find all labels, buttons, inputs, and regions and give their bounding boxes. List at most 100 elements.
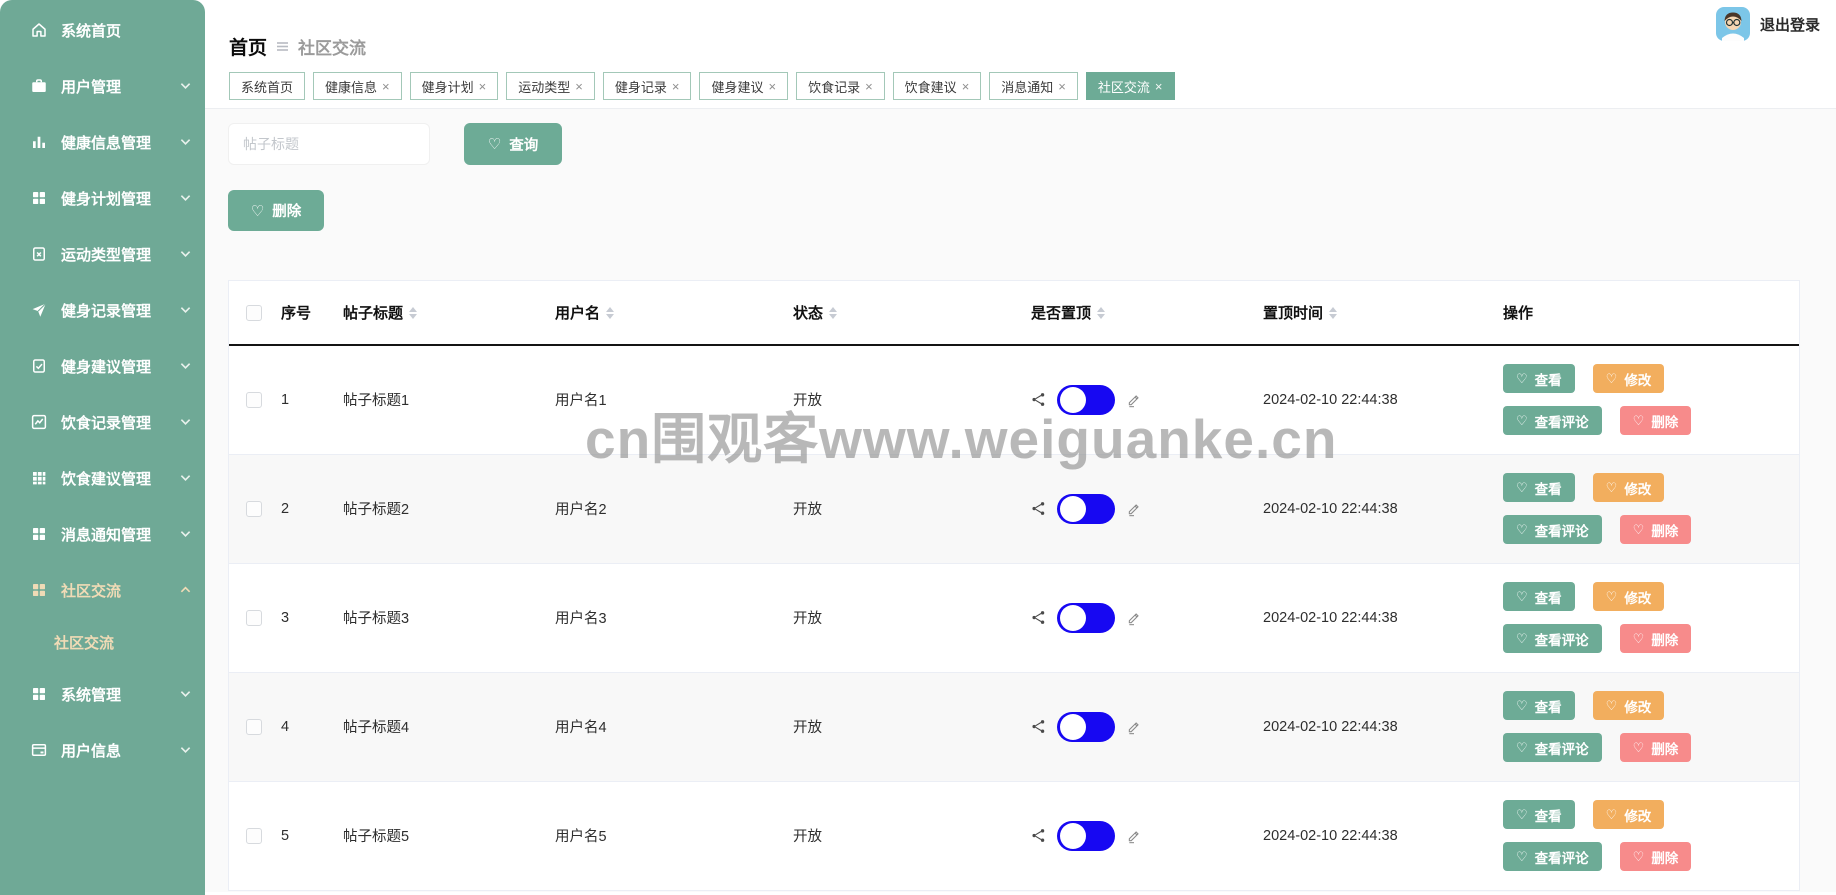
edit-pencil-icon[interactable] [1126,392,1142,408]
sidebar-item-user-info[interactable]: 用户信息 [0,722,205,778]
sidebar-item-system-mgmt[interactable]: 系统管理 [0,666,205,722]
sidebar-item-message-notice[interactable]: 消息通知管理 [0,506,205,562]
pin-toggle[interactable] [1057,493,1115,524]
row-checkbox[interactable] [246,827,262,844]
logout-button[interactable]: 退出登录 [1759,16,1820,34]
share-icon[interactable] [1031,501,1046,516]
row-checkbox[interactable] [246,609,262,626]
tab-diet-advice[interactable]: 饮食建议 [892,72,982,100]
tab-community[interactable]: 社区交流 [1085,72,1175,100]
col-pin-time[interactable]: 置顶时间 [1263,281,1503,346]
pin-toggle[interactable] [1057,384,1115,415]
sort-icon[interactable] [606,306,615,319]
delete-row-button[interactable]: 删除 [1619,733,1692,762]
sidebar: 系统首页 用户管理 健康信息管理 健身计划管理 运动类型管理 健身记录管理 [0,0,205,895]
close-icon[interactable] [672,79,680,94]
pin-toggle[interactable] [1057,711,1115,742]
heart-icon [1633,413,1645,429]
sidebar-item-system-home[interactable]: 系统首页 [0,2,205,58]
delete-row-button[interactable]: 删除 [1619,842,1692,871]
delete-row-button[interactable]: 删除 [1619,515,1692,544]
sidebar-item-sport-type[interactable]: 运动类型管理 [0,226,205,282]
edit-button[interactable]: 修改 [1592,473,1665,502]
close-icon[interactable] [479,79,487,94]
row-checkbox[interactable] [246,500,262,517]
sidebar-subitem-community[interactable]: 社区交流 [0,618,205,666]
view-comments-button[interactable]: 查看评论 [1503,406,1602,436]
sidebar-item-label: 系统管理 [61,686,122,704]
table-row: 5 帖子标题5 用户名5 开放 2024-02-10 22:44:38 [229,781,1799,891]
sidebar-item-user-mgmt[interactable]: 用户管理 [0,58,205,114]
tab-health-info[interactable]: 健康信息 [313,72,402,100]
delete-row-button[interactable]: 删除 [1619,406,1692,436]
edit-pencil-icon[interactable] [1126,719,1142,735]
row-checkbox[interactable] [246,718,262,735]
col-user[interactable]: 用户名 [555,281,793,346]
tab-message-notice[interactable]: 消息通知 [989,72,1078,100]
edit-button[interactable]: 修改 [1592,582,1665,611]
heart-icon [1606,480,1618,496]
delete-button[interactable]: 删除 [228,190,324,231]
cell-title: 帖子标题3 [343,563,555,673]
heart-icon [1606,371,1618,387]
search-input[interactable] [228,123,430,165]
edit-button[interactable]: 修改 [1592,800,1665,829]
col-title[interactable]: 帖子标题 [343,281,555,346]
close-icon[interactable] [962,79,970,94]
view-comments-button[interactable]: 查看评论 [1503,515,1602,544]
tab-system-home[interactable]: 系统首页 [229,72,306,100]
sidebar-item-fitness-advice[interactable]: 健身建议管理 [0,338,205,394]
breadcrumb-home[interactable]: 首页 [229,38,268,59]
sidebar-item-fitness-record[interactable]: 健身记录管理 [0,282,205,338]
tab-label: 系统首页 [241,79,294,95]
edit-pencil-icon[interactable] [1126,501,1142,517]
select-all-checkbox[interactable] [246,305,262,322]
share-icon[interactable] [1031,719,1046,734]
sidebar-item-health-info[interactable]: 健康信息管理 [0,114,205,170]
view-comments-button[interactable]: 查看评论 [1503,624,1602,653]
edit-button[interactable]: 修改 [1592,364,1665,394]
col-status[interactable]: 状态 [793,281,1031,346]
view-button[interactable]: 查看 [1503,473,1575,502]
close-icon[interactable] [382,79,390,94]
close-icon[interactable] [1058,79,1066,94]
close-icon[interactable] [768,79,776,94]
col-pinned[interactable]: 是否置顶 [1031,281,1263,346]
row-checkbox[interactable] [246,391,262,408]
share-icon[interactable] [1031,610,1046,625]
view-button[interactable]: 查看 [1503,582,1575,611]
sort-icon[interactable] [1097,306,1106,319]
sidebar-item-fitness-plan[interactable]: 健身计划管理 [0,170,205,226]
edit-pencil-icon[interactable] [1126,610,1142,626]
view-comments-button[interactable]: 查看评论 [1503,733,1602,762]
view-comments-button[interactable]: 查看评论 [1503,842,1602,871]
delete-row-button[interactable]: 删除 [1619,624,1692,653]
avatar[interactable] [1715,7,1750,41]
button-label: 修改 [1624,590,1652,606]
pin-toggle[interactable] [1057,820,1115,851]
view-button[interactable]: 查看 [1503,691,1575,720]
sort-icon[interactable] [409,306,418,319]
sidebar-item-diet-record[interactable]: 饮食记录管理 [0,394,205,450]
query-button[interactable]: 查询 [464,123,562,165]
tab-sport-type[interactable]: 运动类型 [506,72,595,100]
sidebar-item-community[interactable]: 社区交流 [0,562,205,618]
close-icon[interactable] [865,79,873,94]
sort-icon[interactable] [1329,306,1338,319]
close-icon[interactable] [575,79,583,94]
edit-button[interactable]: 修改 [1592,691,1665,720]
view-button[interactable]: 查看 [1503,800,1575,829]
close-icon[interactable] [1155,79,1163,94]
share-icon[interactable] [1031,392,1046,407]
sort-icon[interactable] [829,306,838,319]
edit-pencil-icon[interactable] [1126,828,1142,844]
sidebar-item-diet-advice[interactable]: 饮食建议管理 [0,450,205,506]
tab-diet-record[interactable]: 饮食记录 [796,72,885,100]
share-icon[interactable] [1031,828,1046,843]
tab-fitness-plan[interactable]: 健身计划 [409,72,499,100]
tab-fitness-advice[interactable]: 健身建议 [699,72,789,100]
pin-toggle[interactable] [1057,602,1115,633]
tab-fitness-record[interactable]: 健身记录 [602,72,692,100]
view-button[interactable]: 查看 [1503,364,1575,394]
home-icon [30,21,48,39]
